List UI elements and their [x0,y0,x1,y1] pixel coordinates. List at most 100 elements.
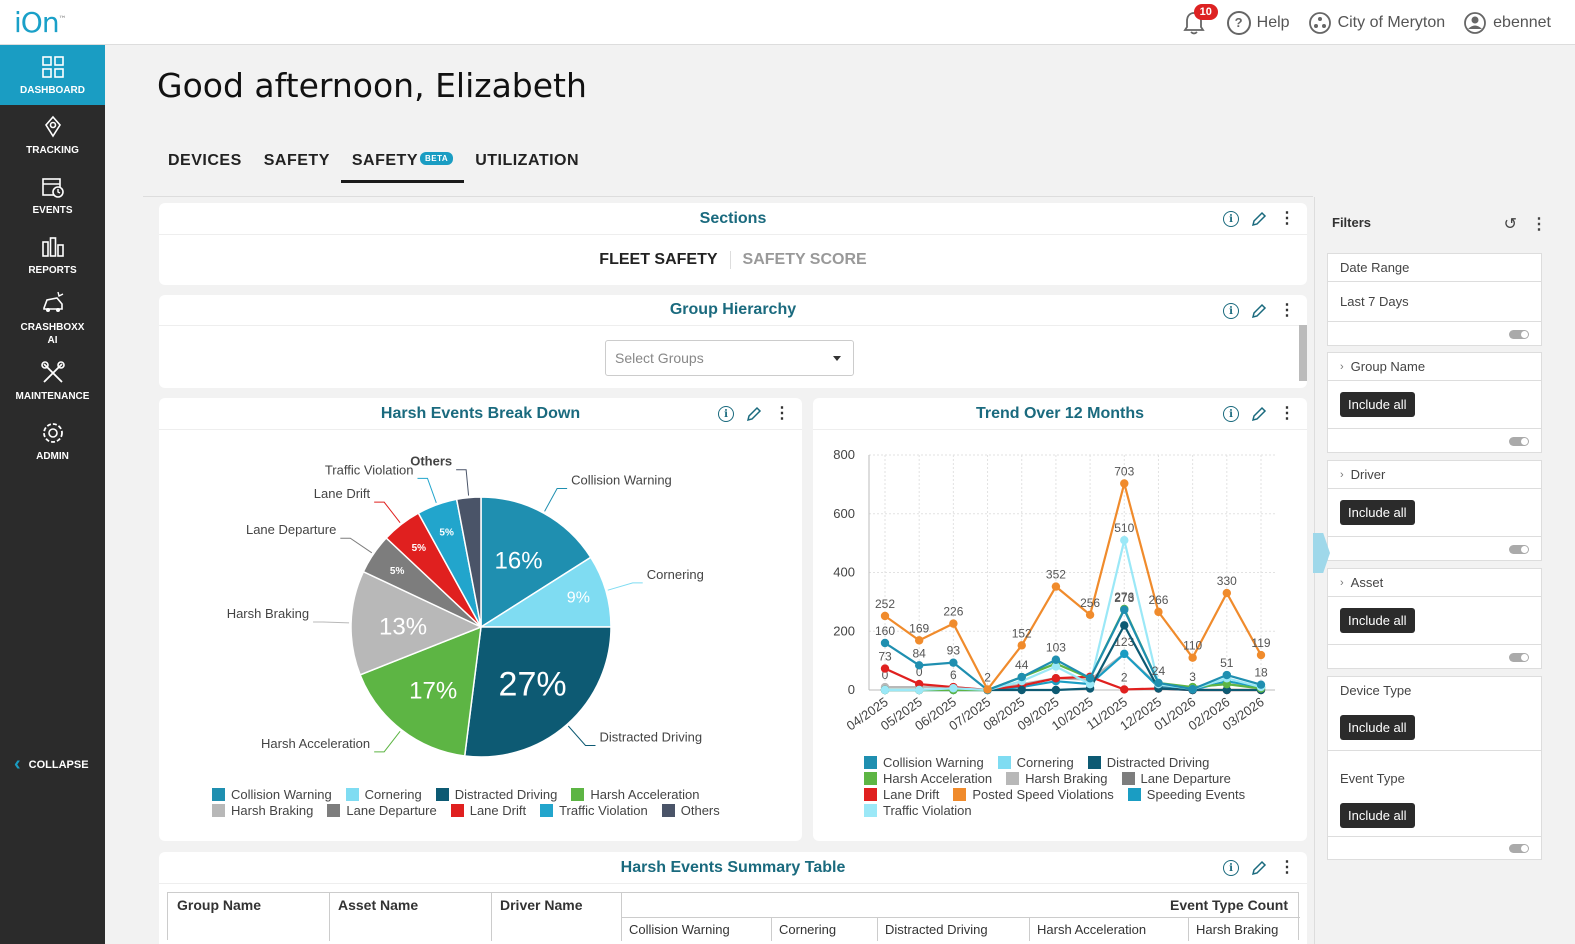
column-distracted-driving[interactable]: Distracted Driving [885,922,988,937]
more-options-icon[interactable]: ⋮ [1279,302,1295,319]
column-harsh-braking[interactable]: Harsh Braking [1196,922,1279,937]
sidebar-item-admin[interactable]: ADMIN [0,411,105,471]
info-icon[interactable]: i [1223,860,1239,876]
notifications-button[interactable]: 10 [1182,3,1218,36]
chevron-right-icon[interactable]: › [1340,360,1344,373]
legend-label: Speeding Events [1146,786,1246,802]
section-link-safety-score[interactable]: SAFETY SCORE [729,251,879,269]
column-asset-name[interactable]: Asset Name [338,897,419,913]
pie-category-label: Lane Departure [246,522,336,537]
include-all-button[interactable]: Include all [1340,803,1415,828]
caret-down-icon [833,356,841,361]
legend-item[interactable]: Distracted Driving [435,786,557,802]
tab-safety-beta[interactable]: SAFETY BETA [340,146,465,183]
include-all-button[interactable]: Include all [1340,608,1415,633]
legend-item[interactable]: Lane Drift [864,786,939,802]
legend-item[interactable]: Cornering [345,786,422,802]
legend-swatch [571,787,585,801]
include-all-button[interactable]: Include all [1340,392,1415,417]
filter-toggle[interactable] [1509,843,1529,853]
filters-collapse-handle[interactable] [1313,533,1330,573]
filter-toggle[interactable] [1509,544,1529,554]
include-all-button[interactable]: Include all [1340,715,1415,740]
legend-item[interactable]: Harsh Acceleration [864,770,992,786]
collapse-sidebar-button[interactable]: ‹ COLLAPSE [14,753,89,776]
legend-item[interactable]: Harsh Braking [212,802,313,818]
column-driver-name[interactable]: Driver Name [500,897,583,913]
help-link[interactable]: ? Help [1226,10,1290,35]
point-label: 110 [1183,639,1202,653]
pie-leader-line [417,477,437,503]
legend-item[interactable]: Speeding Events [1127,786,1246,802]
legend-item[interactable]: Distracted Driving [1087,754,1209,770]
tab-utilization[interactable]: UTILIZATION [464,146,590,183]
legend-item[interactable]: Harsh Acceleration [571,786,699,802]
include-all-button[interactable]: Include all [1340,500,1415,525]
sidebar-item-tracking[interactable]: TRACKING [0,105,105,165]
tab-label: SAFETY [263,152,330,169]
more-options-icon[interactable]: ⋮ [1531,216,1547,233]
legend-item[interactable]: Others [661,802,720,818]
sidebar-item-label: EVENTS [32,205,73,216]
sidebar-item-crashboxx-ai[interactable]: CRASHBOXX AI [0,285,105,351]
tab-safety[interactable]: SAFETY [253,146,341,183]
sidebar-item-events[interactable]: EVENTS [0,165,105,225]
summary-table-header: Group Name Asset Name Driver Name Event … [167,892,1300,941]
sidebar: DASHBOARD TRACKING EVENTS REPORTS CRASHB… [0,45,105,944]
legend-item[interactable]: Collision Warning [864,754,984,770]
pie-data-label: 5% [412,543,427,554]
select-groups-dropdown[interactable]: Select Groups [605,340,854,376]
edit-icon[interactable] [746,406,762,422]
user-menu[interactable]: ebennet [1463,11,1551,35]
data-point-posted-speed-violations [1222,588,1232,598]
edit-icon[interactable] [1251,860,1267,876]
legend-item[interactable]: Traffic Violation [540,802,648,818]
sidebar-item-maintenance[interactable]: MAINTENANCE [0,351,105,411]
scrollbar[interactable] [1299,325,1307,381]
legend-item[interactable]: Cornering [997,754,1074,770]
sidebar-item-dashboard[interactable]: DASHBOARD [0,45,105,105]
column-harsh-acceleration[interactable]: Harsh Acceleration [1037,922,1147,937]
pie-leader-line [340,537,373,554]
reset-filters-icon[interactable]: ↺ [1503,216,1517,233]
more-options-icon[interactable]: ⋮ [1279,210,1295,227]
point-label: 169 [909,621,929,635]
legend-item[interactable]: Lane Departure [327,802,437,818]
filter-toggle[interactable] [1509,329,1529,339]
more-options-icon[interactable]: ⋮ [1279,859,1295,876]
more-options-icon[interactable]: ⋮ [774,405,790,422]
chevron-right-icon[interactable]: › [1340,468,1344,481]
edit-icon[interactable] [1251,303,1267,319]
legend-item[interactable]: Lane Departure [1121,770,1231,786]
legend-item[interactable]: Traffic Violation [864,802,972,818]
legend-item[interactable]: Lane Drift [450,802,526,818]
pie-category-label: Cornering [647,567,704,582]
filter-toggle[interactable] [1509,436,1529,446]
legend-item[interactable]: Posted Speed Violations [953,786,1114,802]
sidebar-item-label: ADMIN [36,451,69,462]
info-icon[interactable]: i [1223,406,1239,422]
app-logo[interactable]: iOn™ [14,6,67,39]
info-icon[interactable]: i [1223,303,1239,319]
tab-devices[interactable]: DEVICES [157,146,253,183]
legend-item[interactable]: Harsh Braking [1006,770,1108,786]
group-hierarchy-card: Group Hierarchy i ⋮ Select Groups [159,295,1307,388]
edit-icon[interactable] [1251,211,1267,227]
info-icon[interactable]: i [1223,211,1239,227]
filter-toggle[interactable] [1509,652,1529,662]
help-icon: ? [1226,10,1251,35]
edit-icon[interactable] [1251,406,1267,422]
sidebar-item-reports[interactable]: REPORTS [0,225,105,285]
legend-item[interactable]: Collision Warning [212,786,332,802]
more-options-icon[interactable]: ⋮ [1279,405,1295,422]
column-cornering[interactable]: Cornering [779,922,837,937]
sidebar-item-label: DASHBOARD [20,85,85,96]
column-collision-warning[interactable]: Collision Warning [629,922,730,937]
chevron-right-icon[interactable]: › [1340,576,1344,589]
date-range-value[interactable]: Last 7 Days [1328,282,1541,322]
info-icon[interactable]: i [718,406,734,422]
tab-label: UTILIZATION [475,152,580,169]
column-group-name[interactable]: Group Name [177,897,262,913]
section-link-fleet-safety[interactable]: FLEET SAFETY [599,251,718,268]
organization-selector[interactable]: City of Meryton [1308,11,1445,35]
